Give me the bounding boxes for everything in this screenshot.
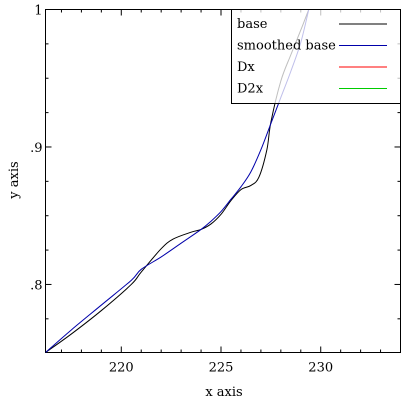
x-tick-label: 225	[209, 361, 234, 376]
legend-label: Dx	[237, 60, 255, 75]
y-tick-label: 1	[34, 4, 42, 19]
x-tick-label: 230	[308, 361, 333, 376]
x-tick-label: 220	[109, 361, 134, 376]
x-axis-label: x axis	[205, 385, 242, 400]
legend-label: smoothed base	[237, 39, 336, 54]
legend-label: base	[237, 17, 268, 32]
legend-label: D2x	[237, 82, 264, 97]
y-axis-label: y axis	[7, 161, 22, 199]
legend: base smoothed base Dx D2x	[231, 9, 401, 104]
legend-box	[231, 9, 401, 104]
y-tick-label: .9	[30, 141, 42, 156]
y-tick-label: .8	[30, 278, 42, 293]
